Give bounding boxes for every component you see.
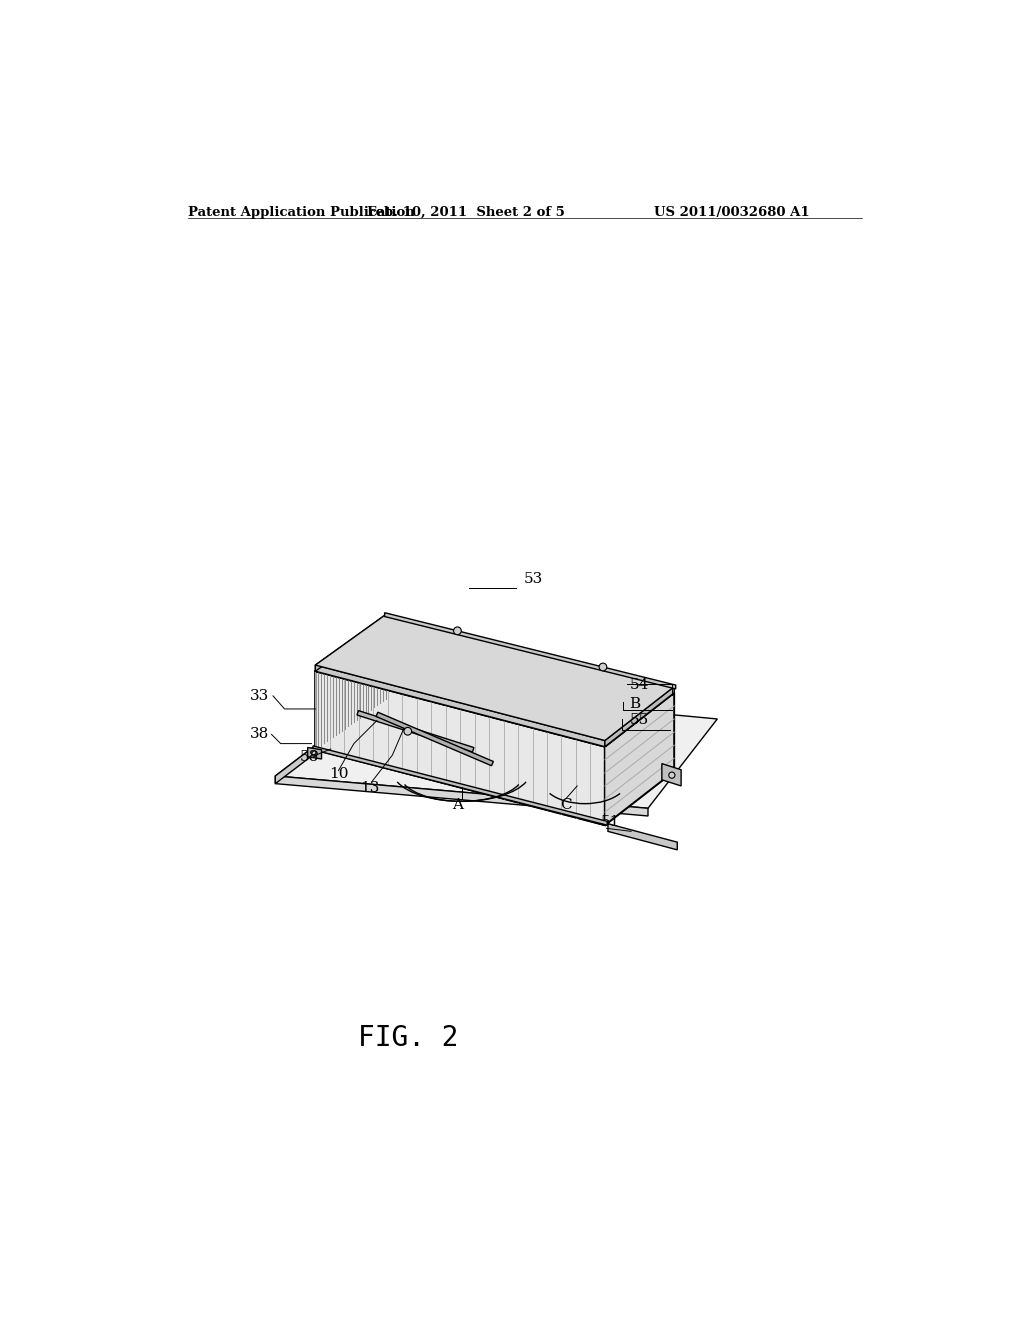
Polygon shape: [605, 693, 674, 825]
Text: FIG. 2: FIG. 2: [357, 1024, 458, 1052]
Polygon shape: [313, 746, 607, 825]
Circle shape: [599, 663, 607, 671]
Circle shape: [454, 627, 461, 635]
Polygon shape: [605, 686, 674, 747]
Circle shape: [312, 751, 317, 756]
Text: 13: 13: [360, 781, 380, 795]
Polygon shape: [357, 710, 474, 752]
Text: A: A: [453, 799, 464, 812]
Polygon shape: [307, 747, 322, 759]
Polygon shape: [608, 824, 677, 850]
Polygon shape: [315, 620, 386, 750]
Text: B: B: [630, 697, 641, 710]
Polygon shape: [386, 614, 674, 693]
Polygon shape: [315, 614, 674, 741]
Polygon shape: [315, 614, 386, 671]
Text: 51: 51: [600, 816, 620, 829]
Polygon shape: [275, 776, 648, 816]
Polygon shape: [315, 671, 605, 825]
Text: 33: 33: [250, 689, 269, 702]
Circle shape: [403, 727, 412, 735]
Text: Feb. 10, 2011  Sheet 2 of 5: Feb. 10, 2011 Sheet 2 of 5: [367, 206, 564, 219]
Polygon shape: [275, 688, 717, 808]
Polygon shape: [315, 665, 605, 747]
Polygon shape: [662, 763, 681, 785]
Text: 10: 10: [330, 767, 349, 781]
Polygon shape: [315, 700, 674, 825]
Text: 38: 38: [250, 727, 269, 742]
Text: C: C: [560, 799, 571, 812]
Text: Patent Application Publication: Patent Application Publication: [188, 206, 415, 219]
Polygon shape: [275, 688, 391, 784]
Text: 55: 55: [630, 714, 649, 727]
Polygon shape: [315, 620, 674, 747]
Text: 54: 54: [630, 678, 649, 692]
Text: 53: 53: [523, 572, 543, 586]
Text: US 2011/0032680 A1: US 2011/0032680 A1: [654, 206, 810, 219]
Text: 58: 58: [300, 751, 319, 764]
Circle shape: [669, 772, 675, 779]
Polygon shape: [376, 713, 494, 766]
Polygon shape: [385, 612, 676, 689]
